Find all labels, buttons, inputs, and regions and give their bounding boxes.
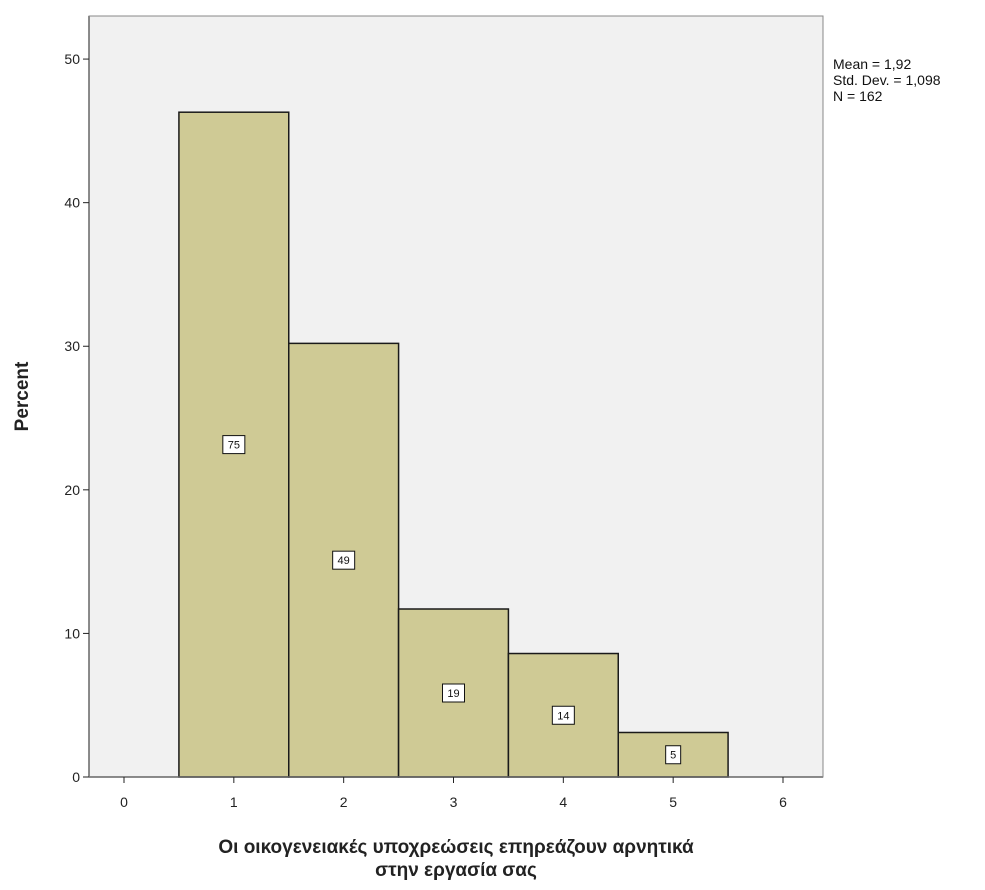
y-tick-label-10: 10: [64, 625, 80, 641]
x-tick-label-0: 0: [120, 794, 128, 810]
x-tick-label-4: 4: [559, 794, 567, 810]
stat-n: N = 162: [833, 88, 883, 104]
count-label-box-3: [442, 683, 465, 703]
x-tick-label-2: 2: [340, 794, 348, 810]
count-label-box-2: [332, 550, 356, 570]
y-tick-label-40: 40: [64, 195, 80, 211]
count-labels-layer: 75 49 19 14 5: [222, 435, 682, 765]
count-label-box-4: [551, 705, 575, 725]
count-label-box-5: [665, 745, 682, 765]
x-tick-label-3: 3: [450, 794, 458, 810]
x-ticks-layer: 0 1 2 3 4 5 6: [120, 777, 787, 810]
plot-frame: [88, 15, 824, 778]
y-tick-label-50: 50: [64, 51, 80, 67]
x-tick-label-1: 1: [230, 794, 238, 810]
y-ticks-layer: 0 10 20 30 40 50: [64, 51, 89, 785]
x-axis-title-line1: Οι οικογενειακές υποχρεώσεις επηρεάζουν …: [218, 837, 694, 858]
x-axis-title-line2: στην εργασία σας: [375, 860, 537, 881]
y-tick-label-0: 0: [72, 769, 80, 785]
count-label-box-1: [222, 435, 246, 455]
stat-mean: Mean = 1,92: [833, 56, 912, 72]
count-label-1: 75: [228, 440, 240, 452]
x-tick-label-6: 6: [779, 794, 787, 810]
y-axis-title: Percent: [12, 361, 33, 431]
x-tick-label-5: 5: [669, 794, 677, 810]
count-label-3: 19: [447, 688, 459, 700]
count-label-4: 14: [557, 710, 569, 722]
y-tick-label-20: 20: [64, 482, 80, 498]
count-label-5: 5: [670, 750, 676, 762]
y-tick-label-30: 30: [64, 338, 80, 354]
statistics-box: Mean = 1,92 Std. Dev. = 1,098 N = 162: [833, 56, 941, 104]
count-label-2: 49: [338, 555, 350, 567]
stat-std-dev: Std. Dev. = 1,098: [833, 72, 941, 88]
